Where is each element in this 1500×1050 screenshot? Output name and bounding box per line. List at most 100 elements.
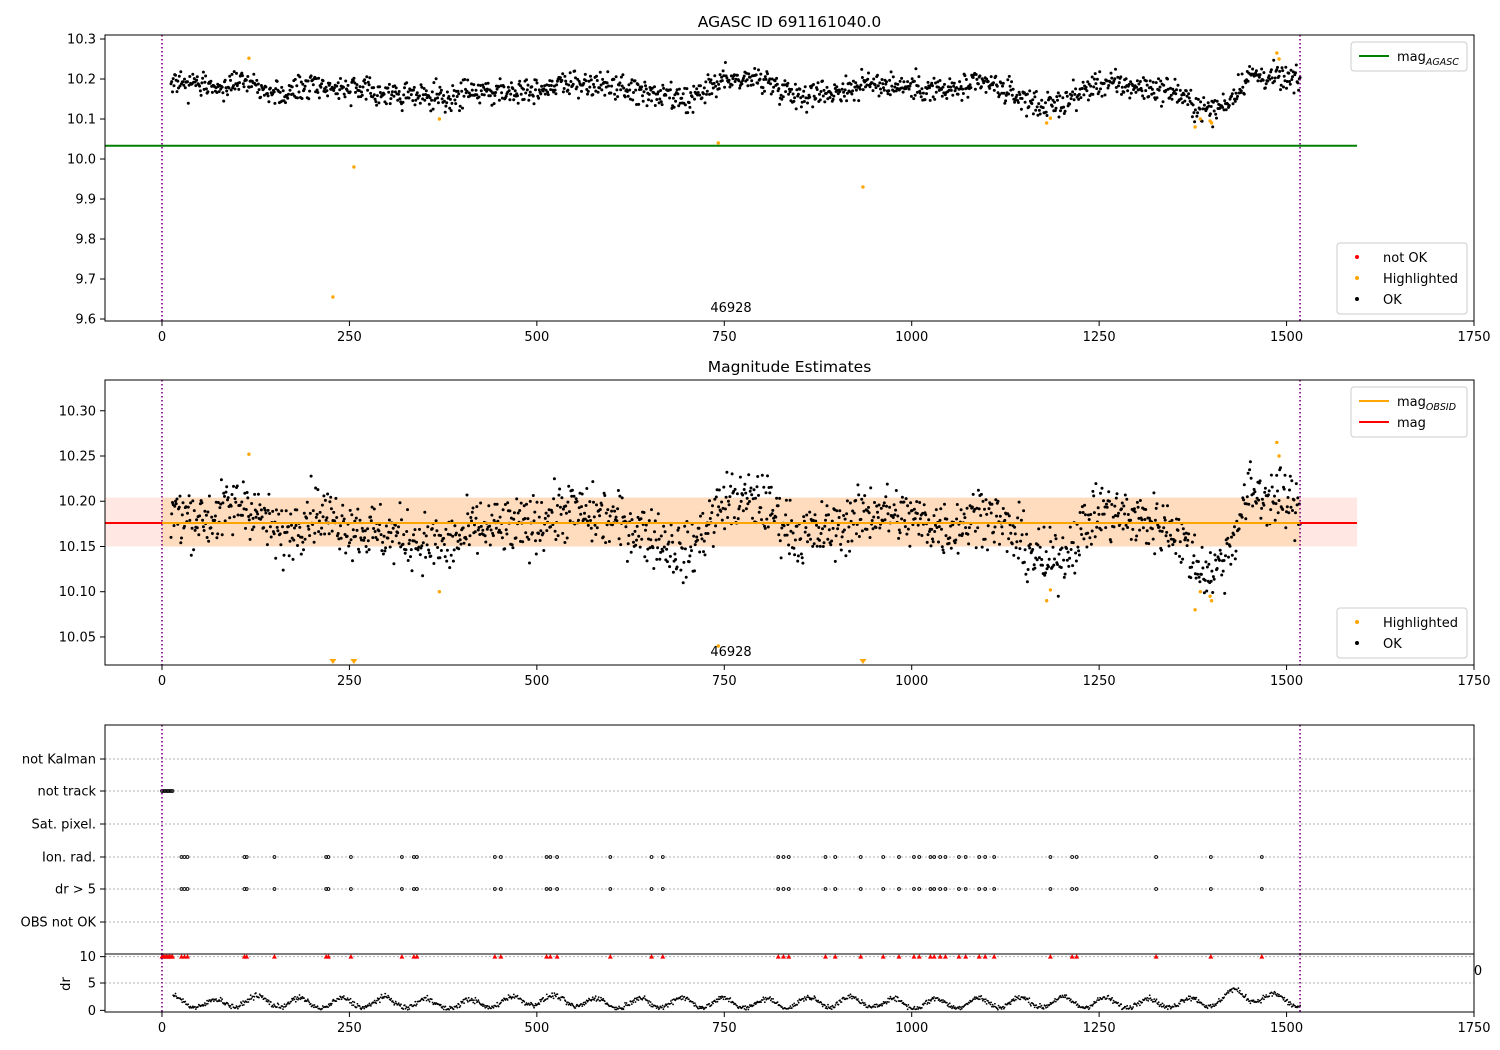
dr-point <box>558 997 561 1000</box>
dr-point <box>1098 999 1101 1001</box>
dr-point <box>1228 990 1231 992</box>
highlighted-point <box>1277 57 1281 61</box>
dr-point <box>400 1003 402 1006</box>
ok-point <box>690 95 694 99</box>
ok-point <box>1276 489 1279 493</box>
dr-point <box>742 1005 745 1008</box>
ok-point <box>942 551 946 555</box>
ok-point <box>725 470 729 474</box>
ok-point <box>555 504 559 507</box>
ok-point <box>178 84 182 88</box>
ok-point <box>582 81 586 85</box>
ok-point <box>332 86 336 90</box>
ok-point <box>1117 84 1120 88</box>
y-tick-label: 10.05 <box>59 630 96 645</box>
ok-point <box>348 90 352 94</box>
highlighted-point <box>1275 51 1279 55</box>
dr-point <box>813 995 816 998</box>
ok-point <box>566 500 570 504</box>
ok-point <box>522 504 526 508</box>
dr-point <box>444 1005 447 1008</box>
dr-point <box>938 998 941 1000</box>
dr-point <box>1289 1001 1292 1003</box>
dr-point <box>399 1005 402 1007</box>
ok-point <box>378 85 382 89</box>
dr-point <box>328 1004 331 1007</box>
ok-point <box>1296 496 1300 500</box>
dr-overflow-marker <box>976 954 982 959</box>
ok-point <box>1230 94 1233 98</box>
dr-point <box>373 1001 375 1004</box>
ok-point <box>729 484 733 488</box>
ok-point <box>1170 97 1174 101</box>
ok-point <box>481 528 485 532</box>
ok-point <box>959 85 963 88</box>
dr-point <box>991 1003 994 1006</box>
ok-point <box>802 100 806 103</box>
ok-point <box>413 528 417 532</box>
ok-point <box>657 537 661 541</box>
ok-point <box>1063 109 1067 113</box>
ok-point <box>1161 100 1165 104</box>
ok-point <box>777 87 781 91</box>
ok-point <box>760 518 763 522</box>
ok-point <box>252 525 256 529</box>
dr-point <box>1075 1001 1077 1003</box>
dr-point <box>1162 1005 1165 1008</box>
ok-point <box>588 85 592 89</box>
ok-point <box>183 86 187 90</box>
ok-point <box>815 544 819 548</box>
highlighted-point <box>716 141 720 145</box>
ok-point <box>741 493 745 497</box>
dr-point <box>888 1001 890 1003</box>
dr-point <box>277 1003 280 1006</box>
dr-point <box>746 1005 749 1008</box>
ok-point <box>404 548 408 552</box>
dr-point <box>1010 1000 1013 1003</box>
ok-point <box>1163 516 1166 520</box>
dr-point <box>340 996 342 999</box>
ok-point <box>171 90 174 94</box>
ok-point <box>710 511 714 515</box>
ok-point <box>409 93 413 97</box>
dr-point <box>378 997 381 1000</box>
ok-point <box>729 74 733 78</box>
ok-point <box>730 83 734 87</box>
ok-point <box>534 552 538 556</box>
ok-point <box>756 475 760 478</box>
dr-point <box>827 1003 829 1006</box>
dr-point <box>1136 1005 1138 1007</box>
ok-point <box>1152 491 1156 495</box>
ok-point <box>307 527 311 531</box>
ok-point <box>1222 108 1226 112</box>
ok-point <box>488 524 492 528</box>
ok-point <box>1013 525 1017 529</box>
ok-point <box>375 538 379 542</box>
ok-point <box>394 534 398 538</box>
flag-point <box>608 887 613 891</box>
dr-point <box>957 1007 960 1010</box>
ok-point <box>903 525 907 529</box>
ok-point <box>351 79 355 83</box>
dr-point <box>249 994 252 997</box>
dr-point <box>452 1008 455 1011</box>
flag-point <box>992 855 997 859</box>
ok-point <box>405 530 409 533</box>
dr-point <box>1173 1003 1176 1005</box>
ok-point <box>592 85 596 89</box>
ok-point <box>429 109 433 113</box>
ok-point <box>909 82 913 85</box>
dr-point <box>253 995 256 998</box>
ok-point <box>448 533 452 537</box>
ok-point <box>473 530 477 534</box>
ok-point <box>264 511 268 515</box>
dr-point <box>338 998 341 1001</box>
ok-point <box>940 94 944 98</box>
dr-point <box>625 1002 628 1004</box>
ok-point <box>1263 86 1267 90</box>
ok-point <box>712 81 716 85</box>
ok-point <box>1262 503 1266 507</box>
ok-point <box>821 94 825 98</box>
ok-point <box>830 93 834 97</box>
